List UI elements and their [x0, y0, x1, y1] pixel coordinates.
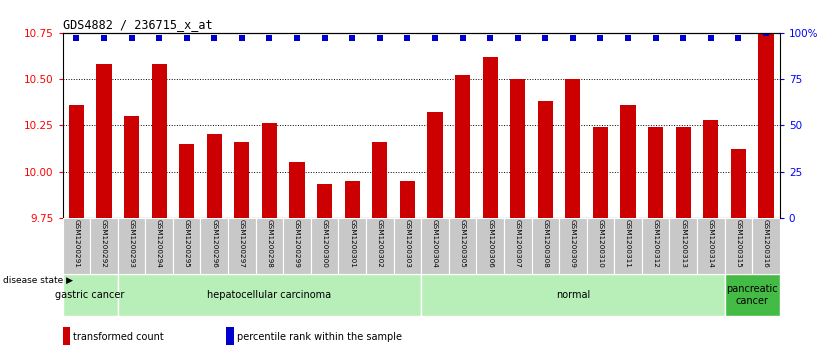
Text: GSM1200292: GSM1200292 [101, 220, 107, 268]
Bar [703, 120, 718, 218]
Text: GSM1200297: GSM1200297 [239, 220, 245, 268]
Text: GSM1200296: GSM1200296 [211, 220, 218, 268]
Bar [642, 218, 670, 274]
Bar [504, 218, 531, 274]
Bar [63, 218, 90, 274]
Bar [559, 218, 586, 274]
Bar [262, 123, 277, 218]
Text: GSM1200311: GSM1200311 [625, 220, 631, 268]
Bar [366, 218, 394, 274]
Text: normal: normal [555, 290, 590, 300]
Text: GSM1200305: GSM1200305 [460, 220, 465, 268]
Bar [97, 64, 112, 218]
Bar [670, 218, 697, 274]
Text: GSM1200308: GSM1200308 [542, 220, 548, 268]
Bar [145, 218, 173, 274]
Text: GSM1200294: GSM1200294 [156, 220, 162, 268]
Bar [421, 274, 725, 316]
Bar [676, 127, 691, 218]
Text: GSM1200316: GSM1200316 [763, 220, 769, 268]
Bar [449, 218, 476, 274]
Text: GSM1200307: GSM1200307 [515, 220, 520, 268]
Bar [620, 105, 636, 218]
Bar [372, 142, 387, 218]
Text: GSM1200306: GSM1200306 [487, 220, 493, 268]
Bar [476, 218, 504, 274]
Text: GSM1200295: GSM1200295 [183, 220, 189, 268]
Bar [399, 181, 415, 218]
Bar [339, 218, 366, 274]
Bar [152, 64, 167, 218]
Text: transformed count: transformed count [73, 332, 164, 342]
Text: GSM1200298: GSM1200298 [266, 220, 273, 268]
Bar [648, 127, 663, 218]
Bar [510, 79, 525, 218]
Bar [758, 33, 774, 218]
Bar [311, 218, 339, 274]
Bar [531, 218, 559, 274]
Text: hepatocellular carcinoma: hepatocellular carcinoma [208, 290, 331, 300]
Bar [173, 218, 200, 274]
Bar [289, 162, 304, 218]
Bar [226, 327, 234, 346]
Text: GSM1200302: GSM1200302 [377, 220, 383, 268]
Text: disease state ▶: disease state ▶ [3, 276, 73, 285]
Text: GSM1200313: GSM1200313 [681, 220, 686, 268]
Bar [538, 101, 553, 218]
Bar [256, 218, 284, 274]
Text: GSM1200304: GSM1200304 [432, 220, 438, 268]
Bar [697, 218, 725, 274]
Bar [118, 274, 421, 316]
Text: GSM1200301: GSM1200301 [349, 220, 355, 268]
Bar [124, 116, 139, 218]
Bar [593, 127, 608, 218]
Bar [752, 218, 780, 274]
Bar [284, 218, 311, 274]
Bar [200, 218, 228, 274]
Bar [725, 274, 780, 316]
Bar [90, 218, 118, 274]
Bar [586, 218, 615, 274]
Text: GSM1200315: GSM1200315 [736, 220, 741, 268]
Text: gastric cancer: gastric cancer [55, 290, 125, 300]
Bar [68, 105, 84, 218]
Text: GSM1200309: GSM1200309 [570, 220, 576, 268]
Bar [207, 135, 222, 218]
Text: GDS4882 / 236715_x_at: GDS4882 / 236715_x_at [63, 19, 212, 32]
Text: GSM1200299: GSM1200299 [294, 220, 300, 268]
Bar [228, 218, 256, 274]
Bar [118, 218, 145, 274]
Bar [615, 218, 642, 274]
Bar [725, 218, 752, 274]
Text: percentile rank within the sample: percentile rank within the sample [237, 332, 402, 342]
Bar [455, 75, 470, 218]
Text: GSM1200314: GSM1200314 [708, 220, 714, 268]
Bar [565, 79, 580, 218]
Bar [427, 112, 443, 218]
Text: GSM1200291: GSM1200291 [73, 220, 79, 268]
Bar [344, 181, 359, 218]
Text: GSM1200312: GSM1200312 [653, 220, 659, 268]
Bar [63, 274, 118, 316]
Text: pancreatic
cancer: pancreatic cancer [726, 284, 778, 306]
Bar [421, 218, 449, 274]
Bar [394, 218, 421, 274]
Text: GSM1200300: GSM1200300 [322, 220, 328, 268]
Bar [63, 327, 70, 346]
Bar [234, 142, 249, 218]
Bar [483, 57, 498, 218]
Bar [731, 149, 746, 218]
Text: GSM1200303: GSM1200303 [404, 220, 410, 268]
Text: GSM1200293: GSM1200293 [128, 220, 134, 268]
Bar [317, 184, 332, 218]
Bar [179, 144, 194, 218]
Text: GSM1200310: GSM1200310 [597, 220, 604, 268]
